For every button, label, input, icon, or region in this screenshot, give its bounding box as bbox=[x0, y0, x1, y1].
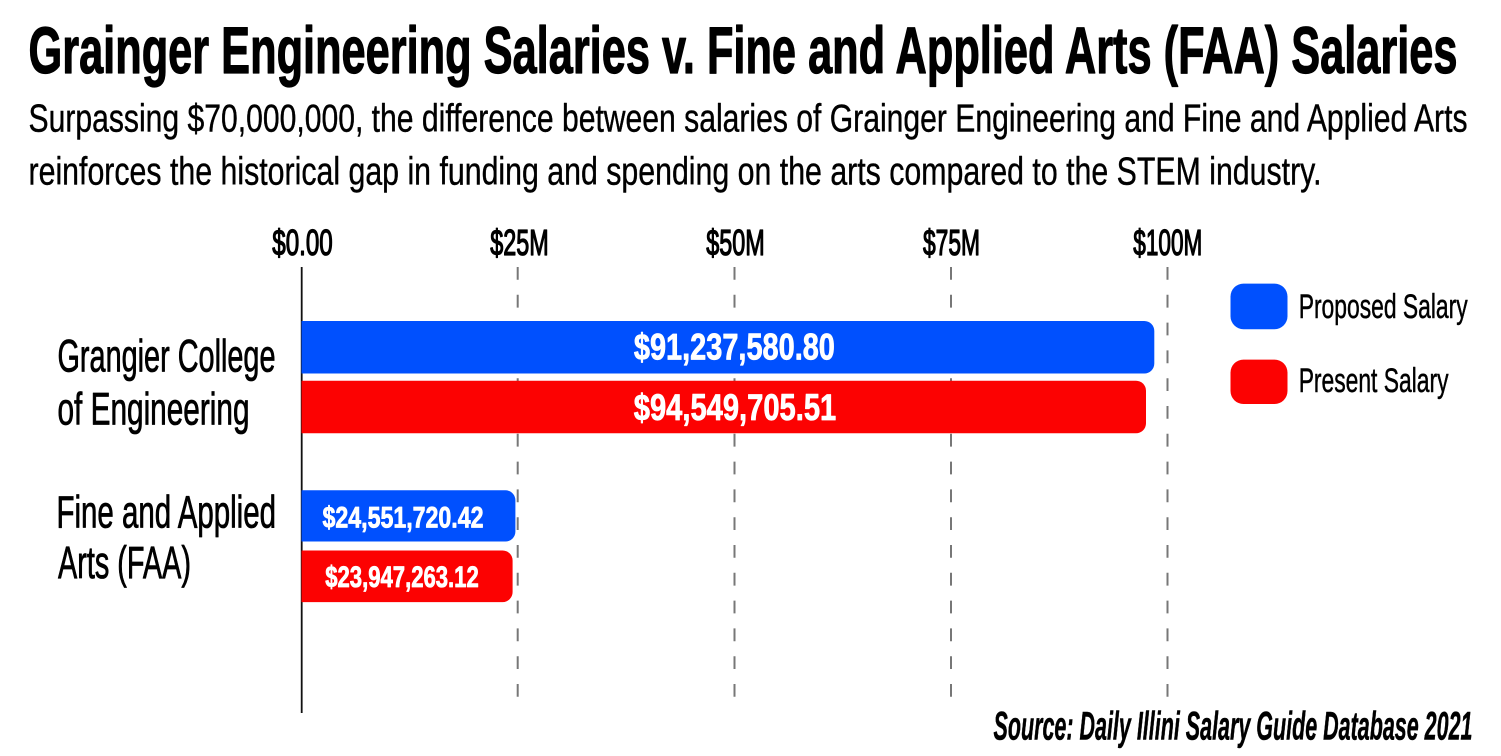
svg-text:$94,549,705.51: $94,549,705.51 bbox=[634, 387, 837, 428]
svg-text:Fine and Applied: Fine and Applied bbox=[57, 487, 277, 538]
svg-text:$50M: $50M bbox=[706, 222, 765, 263]
svg-text:of Engineering: of Engineering bbox=[58, 383, 250, 434]
svg-text:reinforces the historical gap: reinforces the historical gap in funding… bbox=[29, 151, 1322, 194]
svg-text:Proposed Salary: Proposed Salary bbox=[1299, 288, 1469, 326]
svg-text:$24,551,720.42: $24,551,720.42 bbox=[323, 502, 484, 535]
svg-text:Source: Daily Illini Salary Gu: Source: Daily Illini Salary Guide Databa… bbox=[994, 704, 1473, 749]
svg-text:$100M: $100M bbox=[1133, 222, 1202, 263]
svg-text:Present Salary: Present Salary bbox=[1299, 362, 1449, 400]
svg-text:Grainger Engineering Salaries: Grainger Engineering Salaries v. Fine an… bbox=[29, 13, 1458, 87]
svg-text:$75M: $75M bbox=[923, 222, 980, 263]
svg-text:$91,237,580.80: $91,237,580.80 bbox=[634, 327, 835, 368]
svg-text:Arts (FAA): Arts (FAA) bbox=[58, 537, 191, 588]
svg-text:$23,947,263.12: $23,947,263.12 bbox=[325, 561, 479, 594]
svg-text:$0.00: $0.00 bbox=[272, 222, 333, 263]
svg-text:$25M: $25M bbox=[490, 222, 549, 263]
svg-text:Grangier College: Grangier College bbox=[58, 331, 276, 382]
svg-text:Surpassing $70,000,000, the di: Surpassing $70,000,000, the difference b… bbox=[29, 98, 1468, 141]
